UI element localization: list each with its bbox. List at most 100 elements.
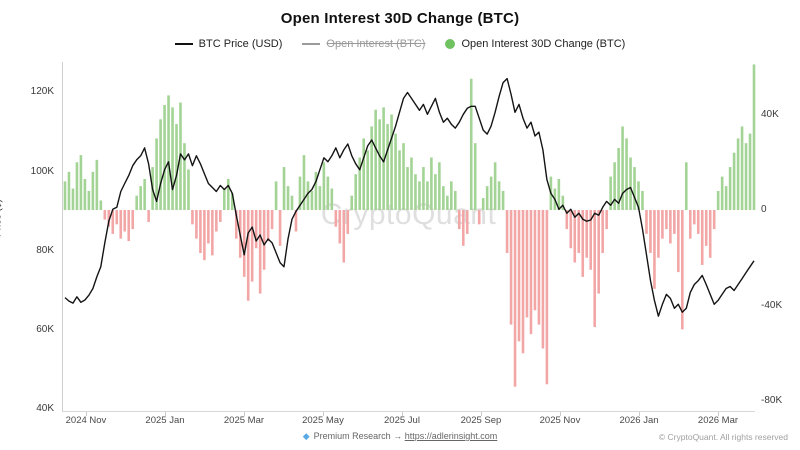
oi-change-bar: [509, 210, 513, 325]
oi-change-bar: [262, 210, 266, 270]
oi-change-bar: [370, 126, 373, 211]
oi-change-bar: [465, 210, 469, 234]
x-axis-tickmark: [559, 412, 561, 416]
oi-change-bar: [382, 107, 385, 211]
oi-change-bar: [326, 176, 330, 211]
left-axis-tick: 60K: [36, 324, 54, 336]
oi-change-bar: [103, 210, 107, 220]
oi-change-bar: [250, 210, 254, 282]
left-axis-tick: 80K: [36, 244, 54, 256]
footer-link[interactable]: https://adlerinsight.com: [404, 431, 498, 441]
oi-change-bar: [434, 174, 437, 211]
legend: BTC Price (USD) Open Interest (BTC) Open…: [0, 38, 800, 50]
copyright-note: © CryptoQuant. All rights reserved: [658, 432, 788, 442]
legend-item-oi-30d-change[interactable]: Open Interest 30D Change (BTC): [445, 38, 625, 50]
oi-change-bar: [744, 143, 748, 211]
oi-change-bar: [211, 210, 214, 256]
oi-change-bar: [748, 133, 752, 211]
oi-change-bar: [91, 171, 95, 211]
oi-change-bar: [450, 181, 453, 211]
oi-change-bar: [234, 210, 238, 239]
oi-change-bar: [163, 104, 166, 211]
oi-change-bar: [187, 169, 190, 211]
oi-change-bar: [298, 176, 302, 211]
oi-change-bar: [493, 162, 497, 211]
right-axis-tick: -40K: [761, 299, 783, 311]
line-swatch-icon: [174, 43, 193, 45]
oi-change-bar: [704, 210, 708, 246]
oi-change-bar: [286, 186, 290, 211]
legend-item-btc-price[interactable]: BTC Price (USD): [174, 38, 283, 50]
x-axis-tickmark: [401, 412, 403, 416]
oi-change-bar: [501, 190, 505, 211]
chart-canvas: [63, 64, 756, 387]
oi-change-bar: [354, 174, 358, 211]
oi-change-bar: [541, 210, 545, 349]
oi-change-bar: [314, 171, 318, 211]
oi-change-bar: [585, 210, 589, 258]
oi-change-bar: [609, 176, 612, 211]
oi-change-bar: [207, 210, 210, 244]
oi-change-bar: [681, 210, 684, 330]
oi-change-bar: [338, 210, 342, 244]
oi-change-bar: [175, 124, 178, 211]
gem-icon: ◆: [302, 431, 310, 441]
oi-change-bar: [362, 138, 365, 211]
oi-change-bar: [732, 152, 736, 211]
oi-change-bar: [294, 210, 298, 232]
oi-change-bar: [278, 210, 282, 246]
oi-change-bar: [398, 150, 401, 211]
left-axis-tick: 40K: [36, 403, 54, 415]
oi-change-bar: [274, 181, 278, 211]
oi-change-bar: [290, 195, 294, 211]
oi-change-bar: [71, 188, 75, 211]
oi-change-bar: [270, 210, 274, 230]
oi-change-bar: [565, 210, 569, 230]
oi-change-bar: [230, 193, 234, 211]
oi-change-bar: [67, 171, 71, 211]
oi-change-bar: [561, 195, 565, 211]
oi-change-bar: [358, 157, 362, 211]
oi-change-bar: [669, 210, 672, 244]
x-axis-tickmark: [638, 412, 640, 416]
oi-change-bar: [685, 162, 688, 211]
oi-change-bar: [119, 210, 123, 239]
oi-change-bar: [477, 210, 481, 225]
oi-change-bar: [633, 167, 636, 211]
oi-change-bar: [143, 178, 146, 211]
oi-change-bar: [533, 210, 537, 311]
oi-change-bar: [728, 167, 732, 211]
oi-change-bar: [242, 210, 246, 277]
oi-change-bar: [266, 210, 270, 242]
oi-change-bar: [457, 210, 461, 230]
oi-change-bar: [310, 190, 314, 211]
oi-change-bar: [350, 195, 354, 211]
oi-change-bar: [226, 178, 230, 211]
oi-change-bar: [517, 210, 521, 342]
line-swatch-icon: [302, 43, 321, 45]
oi-change-bar: [386, 124, 389, 211]
oi-change-bar: [322, 162, 326, 211]
oi-change-bar: [617, 147, 620, 211]
oi-change-bar: [131, 210, 134, 230]
oi-change-bar: [215, 210, 218, 232]
legend-item-open-interest[interactable]: Open Interest (BTC): [302, 38, 425, 50]
legend-label: Open Interest (BTC): [326, 38, 426, 50]
oi-change-bar: [342, 210, 346, 263]
oi-change-bar: [720, 176, 724, 211]
plot-area[interactable]: [62, 62, 756, 412]
oi-change-bar: [87, 190, 91, 211]
oi-change-bar: [254, 210, 258, 249]
oi-change-bar: [752, 64, 756, 211]
legend-label: BTC Price (USD): [198, 38, 283, 50]
oi-change-bar: [430, 157, 433, 211]
x-axis-tick: 2025 Nov: [539, 415, 581, 426]
oi-change-bar: [123, 210, 127, 232]
oi-change-bar: [673, 210, 676, 234]
chart-title: Open Interest 30D Change (BTC): [280, 10, 520, 27]
oi-change-bar: [696, 210, 700, 234]
oi-change-bar: [402, 143, 405, 211]
oi-change-bar: [394, 133, 397, 211]
oi-change-bar: [390, 114, 393, 211]
oi-change-bar: [724, 186, 728, 211]
